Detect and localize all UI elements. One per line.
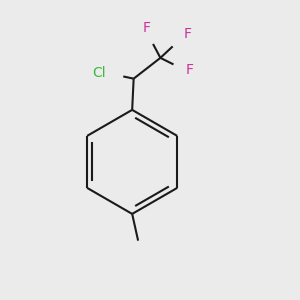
Text: F: F [183, 27, 191, 41]
Text: F: F [185, 63, 194, 77]
Text: F: F [143, 21, 151, 35]
Text: Cl: Cl [92, 66, 105, 80]
